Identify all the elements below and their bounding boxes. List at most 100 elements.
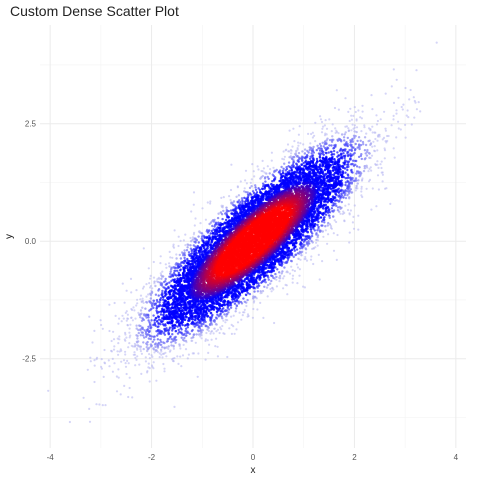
data-point <box>210 221 212 223</box>
data-point <box>286 293 288 295</box>
data-point <box>244 301 246 303</box>
data-point <box>278 280 280 282</box>
data-point <box>347 173 349 175</box>
data-point <box>307 151 309 153</box>
data-point <box>230 316 232 318</box>
data-point <box>136 335 138 337</box>
data-point <box>371 155 373 157</box>
data-point <box>325 149 327 151</box>
data-point <box>303 238 305 240</box>
data-point <box>323 200 326 203</box>
data-point <box>161 290 163 292</box>
data-point <box>188 354 190 356</box>
data-point <box>360 140 362 142</box>
data-point <box>364 149 366 151</box>
data-point <box>230 307 232 309</box>
data-point <box>168 345 170 347</box>
data-point <box>205 332 207 334</box>
data-point <box>360 190 362 192</box>
data-point <box>252 295 254 297</box>
data-point <box>384 147 386 149</box>
data-point <box>135 304 137 306</box>
data-point <box>344 144 346 146</box>
data-point <box>112 371 114 373</box>
data-point <box>144 308 146 310</box>
data-point <box>140 295 142 297</box>
data-point <box>285 284 287 286</box>
data-point <box>391 85 393 87</box>
data-point <box>125 366 127 368</box>
data-point <box>118 335 120 337</box>
data-point <box>150 294 152 296</box>
data-point <box>171 338 173 340</box>
data-point <box>217 217 219 219</box>
data-point <box>319 278 321 280</box>
data-point <box>180 240 182 242</box>
data-point <box>273 322 275 324</box>
data-point <box>138 364 140 366</box>
data-point <box>228 327 230 329</box>
data-point <box>293 140 295 142</box>
data-point <box>251 163 253 165</box>
data-point <box>298 134 300 136</box>
data-point <box>335 132 337 134</box>
data-point <box>130 278 132 280</box>
data-point <box>132 319 134 321</box>
data-point <box>134 357 136 359</box>
data-point <box>300 254 302 256</box>
data-point <box>213 225 215 227</box>
data-point <box>262 290 264 292</box>
data-point <box>257 274 260 277</box>
data-point <box>247 313 249 315</box>
data-point <box>321 165 324 168</box>
data-point <box>153 338 155 340</box>
data-point <box>263 286 265 288</box>
data-point <box>304 157 306 159</box>
data-point <box>227 311 229 313</box>
data-point <box>205 359 207 361</box>
data-point <box>339 213 341 215</box>
data-point <box>143 348 145 350</box>
data-point <box>303 183 306 186</box>
data-point <box>395 113 397 115</box>
data-point <box>325 119 327 121</box>
data-point <box>356 126 358 128</box>
data-point <box>211 339 213 341</box>
data-point <box>275 279 277 281</box>
data-point <box>270 274 272 276</box>
data-point <box>346 185 348 187</box>
data-point <box>344 97 346 99</box>
data-point <box>288 161 290 163</box>
data-point <box>128 362 130 364</box>
data-point <box>155 303 157 305</box>
data-point <box>352 115 354 117</box>
data-point <box>134 318 136 320</box>
data-point <box>262 160 264 162</box>
data-point <box>151 292 153 294</box>
data-point <box>397 97 399 99</box>
data-point <box>194 315 197 318</box>
data-point <box>393 147 395 149</box>
data-point <box>191 252 193 254</box>
data-point <box>319 115 321 117</box>
data-point <box>347 127 349 129</box>
data-point <box>406 115 408 117</box>
data-point <box>361 117 363 119</box>
data-point <box>344 159 346 161</box>
data-point <box>142 298 144 300</box>
data-point <box>205 325 207 327</box>
data-point <box>322 207 325 210</box>
data-point <box>363 126 365 128</box>
data-point <box>141 353 143 355</box>
data-point <box>355 189 357 191</box>
data-point <box>157 338 159 340</box>
data-point <box>380 118 382 120</box>
data-point <box>296 263 298 265</box>
data-point <box>145 356 147 358</box>
data-point <box>125 337 127 339</box>
data-point <box>253 300 255 302</box>
data-point <box>175 336 177 338</box>
data-point <box>231 301 233 303</box>
data-point <box>158 278 160 280</box>
data-point <box>227 300 230 303</box>
